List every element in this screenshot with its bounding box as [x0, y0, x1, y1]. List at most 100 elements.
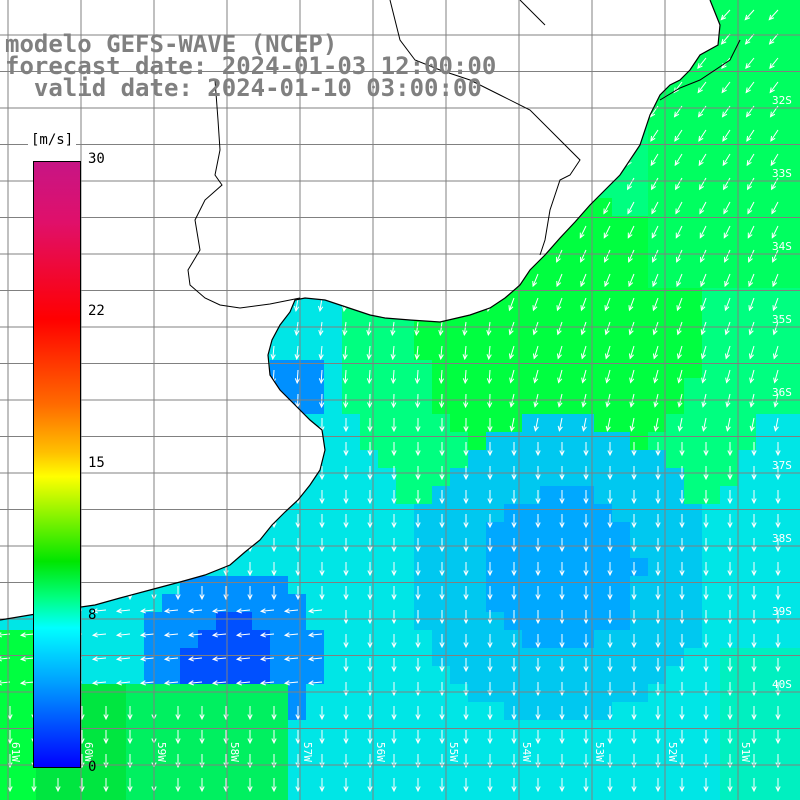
wind-cell [792, 504, 800, 522]
wind-cell [720, 234, 738, 252]
wind-arrow [487, 706, 493, 721]
wind-arrow [511, 730, 517, 745]
wind-cell [378, 666, 396, 684]
wind-cell [108, 648, 126, 666]
wind-cell [450, 324, 468, 342]
wind-cell [288, 738, 306, 756]
wind-cell [324, 522, 342, 540]
wind-cell [594, 666, 612, 684]
wind-arrow [187, 656, 203, 662]
wind-cell [468, 450, 486, 468]
wind-arrow [163, 608, 179, 614]
wind-cell [324, 774, 342, 792]
wind-arrow [463, 514, 469, 529]
wind-arrow [751, 778, 757, 793]
wind-arrow [415, 778, 421, 793]
wind-cell [738, 486, 756, 504]
wind-arrow [31, 778, 37, 793]
wind-arrow [343, 490, 349, 505]
wind-cell [576, 594, 594, 612]
wind-cell [522, 378, 540, 396]
wind-cell [558, 576, 576, 594]
wind-cell [216, 738, 234, 756]
wind-cell [504, 702, 522, 720]
wind-cell [252, 684, 270, 702]
wind-cell [396, 594, 414, 612]
wind-arrow [247, 778, 253, 793]
wind-arrow [391, 538, 397, 553]
wind-cell [468, 486, 486, 504]
wind-arrow [247, 706, 253, 721]
wind-cell [738, 540, 756, 558]
wind-cell [396, 342, 414, 360]
wind-cell [594, 738, 612, 756]
wind-cell [666, 234, 684, 252]
wind-cell [792, 594, 800, 612]
wind-arrow [535, 634, 541, 649]
wind-cell [216, 684, 234, 702]
wind-arrow [187, 608, 203, 614]
wind-cell [252, 702, 270, 720]
wind-arrow [115, 656, 131, 662]
wind-cell [612, 594, 630, 612]
wind-arrow [775, 490, 781, 505]
wind-arrow [463, 658, 469, 673]
wind-cell [756, 540, 774, 558]
wind-cell [720, 504, 738, 522]
wind-cell [504, 450, 522, 468]
wind-cell [612, 702, 630, 720]
wind-arrow [607, 490, 613, 505]
wind-arrow [535, 514, 541, 529]
wind-cell [774, 144, 792, 162]
wind-arrow [768, 9, 779, 21]
wind-arrow [749, 369, 755, 384]
wind-cell [792, 486, 800, 504]
wind-cell [324, 540, 342, 558]
wind-arrow [679, 514, 685, 529]
wind-arrow [631, 538, 637, 553]
wind-cell [396, 792, 414, 800]
wind-arrow [487, 417, 493, 433]
wind-cell [306, 522, 324, 540]
wind-arrow [439, 586, 445, 601]
wind-arrow [751, 730, 757, 745]
wind-cell [180, 648, 198, 666]
longitude-label: 61W [9, 742, 22, 762]
wind-cell [540, 558, 558, 576]
wind-arrow [748, 345, 755, 360]
wind-cell [666, 702, 684, 720]
wind-arrow [535, 610, 541, 625]
wind-cell [738, 252, 756, 270]
wind-cell [630, 288, 648, 306]
wind-cell [684, 630, 702, 648]
wind-cell [756, 198, 774, 216]
wind-cell [450, 378, 468, 396]
wind-arrow [556, 273, 563, 288]
wind-arrow [771, 225, 779, 239]
wind-cell [162, 612, 180, 630]
wind-cell [216, 666, 234, 684]
wind-arrow [199, 706, 205, 721]
wind-arrow [511, 658, 517, 673]
wind-arrow [583, 442, 589, 457]
wind-arrow [655, 634, 661, 649]
wind-cell [558, 270, 576, 288]
wind-arrow [775, 586, 781, 601]
wind-cell [666, 576, 684, 594]
wind-cell [0, 774, 18, 792]
wind-cell [612, 396, 630, 414]
wind-cell [450, 666, 468, 684]
wind-arrow [699, 177, 707, 191]
wind-arrow [559, 586, 565, 601]
wind-cell [324, 612, 342, 630]
wind-arrow [581, 417, 587, 432]
wind-cell [792, 738, 800, 756]
wind-arrow [319, 706, 325, 721]
wind-arrow [235, 608, 251, 614]
wind-cell [792, 324, 800, 342]
wind-cell [324, 576, 342, 594]
wind-arrow [439, 634, 445, 649]
wind-cell [162, 702, 180, 720]
wind-cell [306, 738, 324, 756]
wind-arrow [772, 297, 779, 312]
